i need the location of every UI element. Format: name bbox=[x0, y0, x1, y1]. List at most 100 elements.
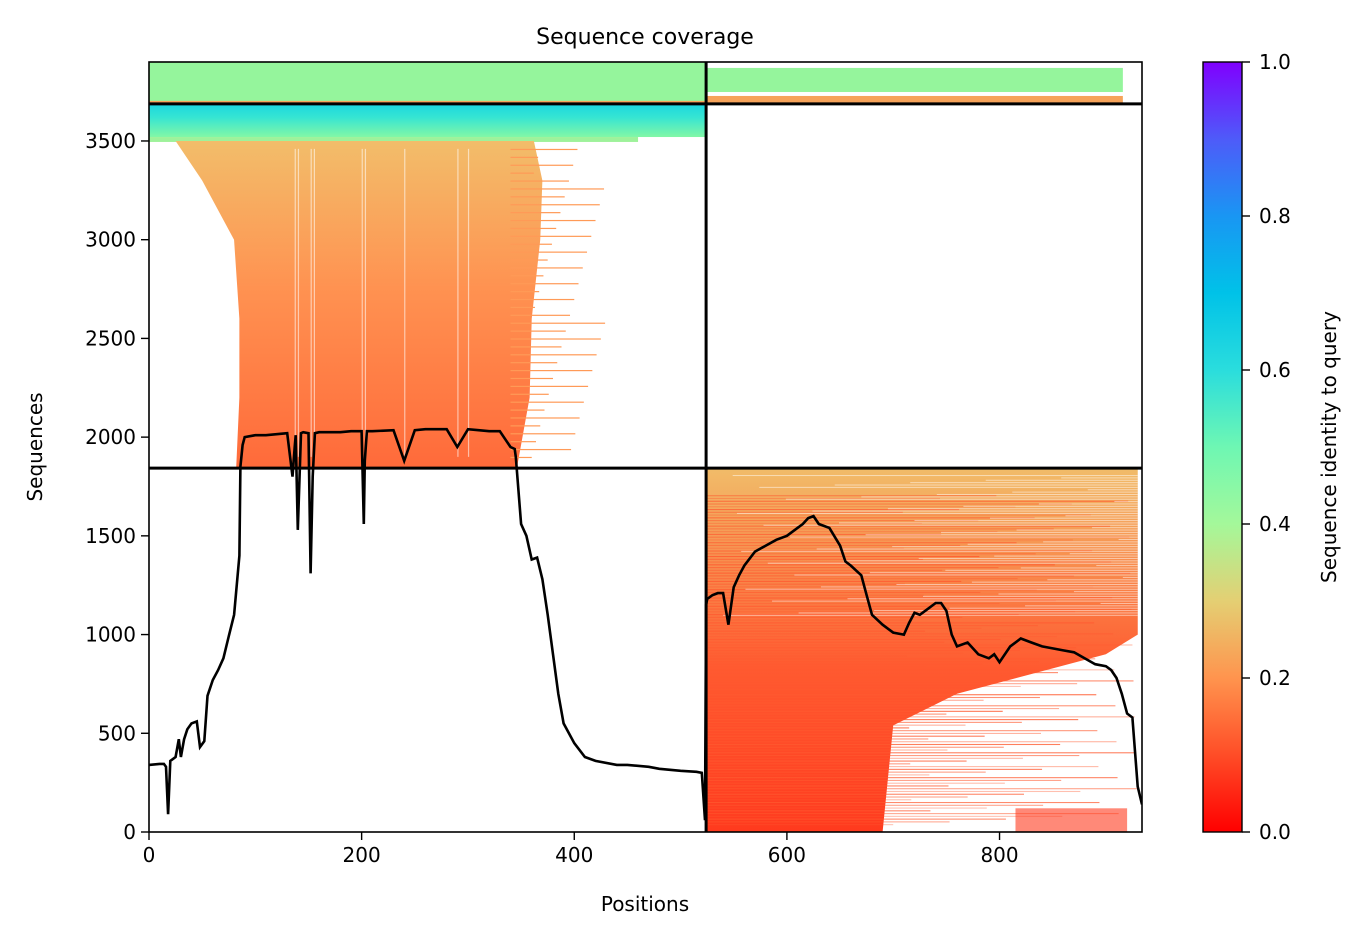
coverage-strip-orange-top-right bbox=[706, 95, 1123, 104]
coverage-streak bbox=[510, 417, 580, 419]
colorbar-tick-label: 1.0 bbox=[1259, 50, 1291, 74]
coverage-streak-right bbox=[706, 614, 1019, 616]
coverage-gap-right bbox=[989, 517, 1138, 519]
coverage-streak-right bbox=[706, 724, 966, 726]
coverage-gap-right bbox=[985, 479, 1138, 481]
coverage-streak-right bbox=[706, 788, 1137, 790]
coverage-gap-right bbox=[963, 505, 1138, 507]
coverage-streak bbox=[510, 401, 584, 403]
colorbar-tick-label: 0.4 bbox=[1259, 512, 1291, 536]
coverage-streak-right bbox=[706, 824, 894, 826]
coverage-gap-right bbox=[1020, 567, 1138, 569]
coverage-streak-right bbox=[706, 669, 1115, 671]
coverage-strip-green bbox=[149, 137, 639, 142]
coverage-streak bbox=[510, 370, 593, 372]
coverage-streak-right bbox=[706, 531, 998, 533]
coverage-heatmap bbox=[149, 62, 1138, 832]
coverage-streak bbox=[510, 188, 605, 190]
coverage-streak-right bbox=[706, 522, 922, 524]
coverage-streak bbox=[510, 322, 606, 324]
coverage-streak bbox=[510, 275, 544, 277]
coverage-streak-right bbox=[706, 713, 947, 715]
coverage-streak bbox=[510, 377, 554, 380]
coverage-streak-right bbox=[706, 583, 905, 585]
coverage-streak-right bbox=[706, 680, 1134, 682]
y-tick-label: 500 bbox=[98, 721, 136, 745]
coverage-gap-right bbox=[1025, 605, 1138, 607]
coverage-streak-right bbox=[706, 799, 912, 801]
coverage-streak bbox=[510, 148, 578, 151]
coverage-streak-right bbox=[706, 497, 940, 500]
coverage-streak-right bbox=[706, 810, 931, 812]
coverage-streak bbox=[510, 259, 548, 261]
coverage-streak-right bbox=[706, 569, 943, 571]
coverage-streak bbox=[510, 227, 557, 230]
coverage-gap-right bbox=[892, 546, 1138, 548]
coverage-gap-right bbox=[971, 581, 1138, 583]
y-tick-label: 1000 bbox=[85, 623, 136, 647]
coverage-gap-right bbox=[887, 508, 1138, 510]
coverage-streak bbox=[510, 338, 601, 340]
coverage-streak-right bbox=[706, 544, 961, 547]
coverage-streak bbox=[510, 243, 552, 245]
coverage-streak-right bbox=[706, 503, 1072, 505]
coverage-gap-right bbox=[785, 498, 1138, 500]
coverage-streak-right bbox=[706, 641, 945, 643]
coverage-streak-right bbox=[706, 511, 903, 513]
colorbar-tick-label: 0.8 bbox=[1259, 204, 1291, 228]
coverage-streak bbox=[510, 283, 579, 285]
coverage-gap-right bbox=[1100, 602, 1138, 604]
coverage-line bbox=[149, 427, 1142, 821]
coverage-streak-right bbox=[706, 608, 1132, 610]
coverage-gap-right bbox=[790, 536, 1138, 538]
coverage-gap-right bbox=[745, 588, 1138, 590]
coverage-gap-right bbox=[1073, 591, 1138, 593]
coverage-streak bbox=[510, 456, 532, 459]
coverage-gap bbox=[313, 148, 315, 457]
coverage-streak-right bbox=[706, 575, 1074, 577]
coverage-streak-right bbox=[706, 804, 1044, 806]
coverage-streak-right bbox=[706, 730, 1098, 732]
coverage-streak-right bbox=[706, 602, 1000, 605]
colorbar-label: Sequence identity to query bbox=[1317, 311, 1341, 583]
coverage-streak-right bbox=[706, 661, 1039, 663]
coverage-gap-right bbox=[1012, 491, 1138, 493]
coverage-streak bbox=[510, 409, 545, 411]
coverage-streak-right bbox=[706, 735, 985, 737]
colorbar-tick-label: 0.2 bbox=[1259, 666, 1291, 690]
coverage-streak-right bbox=[706, 619, 906, 621]
coverage-gap-right bbox=[767, 562, 1138, 564]
coverage-gap-right bbox=[1092, 527, 1138, 529]
coverage-gap-right bbox=[1096, 565, 1138, 567]
y-tick-label: 1500 bbox=[85, 524, 136, 548]
coverage-gap-right bbox=[1122, 576, 1138, 578]
coverage-streak-right bbox=[706, 633, 1114, 635]
coverage-streak-right bbox=[706, 644, 1133, 646]
coverage-streak-right bbox=[706, 622, 1095, 624]
coverage-gap-right bbox=[820, 586, 1138, 588]
coverage-gap-right bbox=[922, 595, 1138, 597]
coverage-streak bbox=[510, 306, 535, 309]
plot-frame bbox=[148, 61, 1143, 833]
coverage-gap-right bbox=[967, 543, 1138, 545]
coverage-streak-right bbox=[706, 771, 986, 773]
coverage-streak-right bbox=[706, 743, 1061, 746]
coverage-streak-right bbox=[706, 782, 1005, 784]
coverage-streak-right bbox=[706, 677, 946, 679]
coverage-streak-right bbox=[706, 528, 1054, 530]
coverage-streak-right bbox=[706, 719, 1079, 721]
x-axis-label: Positions bbox=[601, 892, 689, 916]
coverage-streak-right bbox=[706, 517, 1035, 519]
coverage-gap-right bbox=[838, 522, 1138, 524]
x-tick-label: 800 bbox=[980, 843, 1018, 867]
coverage-streak-right bbox=[706, 696, 1040, 699]
coverage-streak-right bbox=[706, 763, 911, 765]
coverage-gap bbox=[294, 148, 296, 457]
coverage-streak-right bbox=[706, 727, 910, 729]
x-tick-label: 0 bbox=[143, 843, 156, 867]
coverage-gap-right bbox=[1087, 489, 1138, 491]
coverage-gap-right bbox=[834, 484, 1138, 486]
coverage-gap-right bbox=[896, 584, 1138, 586]
coverage-streak-right bbox=[706, 674, 1002, 676]
coverage-gap-right bbox=[941, 531, 1138, 533]
